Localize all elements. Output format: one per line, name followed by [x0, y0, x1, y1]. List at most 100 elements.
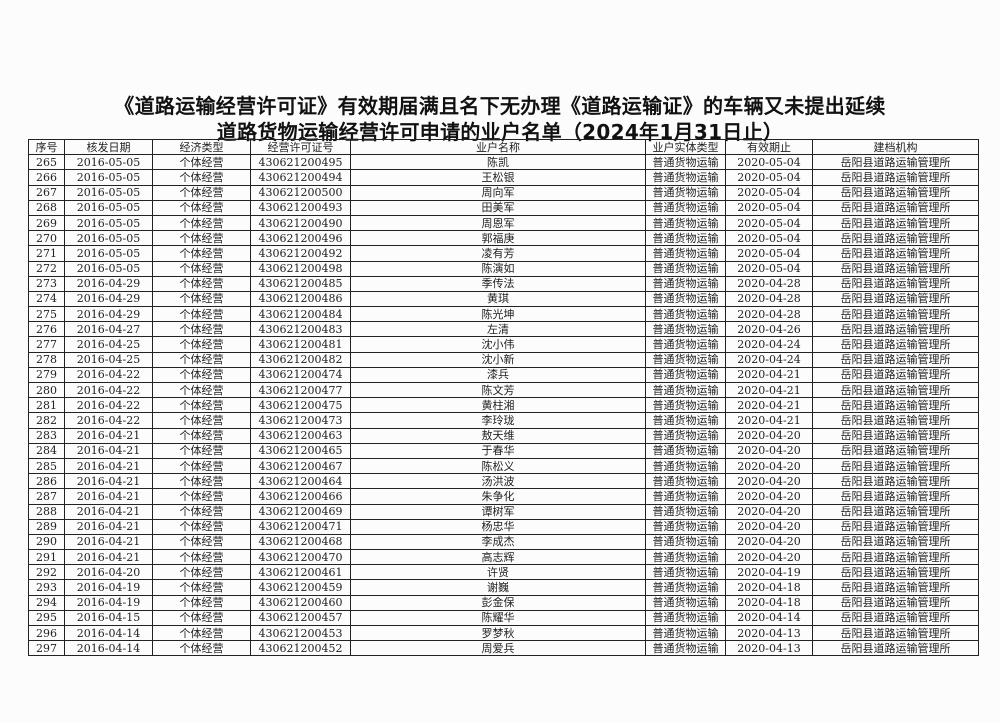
operator-name-cell: 黄琪	[350, 290, 646, 308]
table-row: 282 2016-04-22 个体经营 430621200473 李玲珑 普通货物运输 20…	[28, 412, 979, 429]
license-no-cell: 430621200490	[250, 214, 351, 232]
seq-cell: 279	[28, 366, 65, 384]
entity-type-cell: 普通货物运输	[645, 290, 726, 308]
economy-type-cell: 个体经营	[152, 488, 251, 505]
table-row: 291 2016-04-21 个体经营 430621200470 高志辉 普通货物运输 20…	[28, 549, 979, 566]
expiry-date-cell: 2020-04-21	[725, 366, 813, 384]
operator-name-cell: 敖天维	[350, 427, 646, 444]
expiry-date-cell: 2020-05-04	[725, 199, 813, 216]
seq-cell: 286	[28, 473, 65, 490]
economy-type-cell: 个体经营	[152, 594, 251, 611]
expiry-date-cell: 2020-04-19	[725, 564, 813, 581]
seq-cell: 281	[28, 397, 65, 414]
seq-cell: 276	[28, 321, 65, 338]
entity-type-cell: 普通货物运输	[645, 594, 726, 611]
expiry-date-cell: 2020-04-18	[725, 594, 813, 611]
operator-name-cell: 凌有芳	[350, 245, 646, 262]
expiry-date-cell: 2020-04-21	[725, 381, 813, 399]
expiry-date-cell: 2020-04-13	[725, 640, 813, 657]
economy-type-cell: 个体经营	[152, 154, 251, 171]
filing-agency-cell: 岳阳县道路运输管理所	[812, 518, 979, 535]
issue-date-cell: 2016-04-21	[64, 457, 153, 475]
expiry-date-cell: 2020-04-20	[725, 533, 813, 551]
table-row: 286 2016-04-21 个体经营 430621200464 汤洪波 普通货物运输 20…	[28, 473, 979, 490]
license-no-cell: 430621200469	[250, 503, 351, 520]
table-row: 266 2016-05-05 个体经营 430621200494 王松银 普通货物运输 20…	[28, 169, 979, 186]
entity-type-cell: 普通货物运输	[645, 640, 726, 657]
expiry-date-cell: 2020-05-04	[725, 214, 813, 232]
issue-date-cell: 2016-04-14	[64, 624, 153, 642]
license-no-cell: 430621200459	[250, 579, 351, 596]
filing-agency-cell: 岳阳县道路运输管理所	[812, 169, 979, 186]
filing-agency-cell: 岳阳县道路运输管理所	[812, 609, 979, 627]
economy-type-cell: 个体经营	[152, 245, 251, 262]
economy-type-cell: 个体经营	[152, 275, 251, 292]
filing-agency-cell: 岳阳县道路运输管理所	[812, 397, 979, 414]
seq-cell: 283	[28, 427, 65, 444]
economy-type-cell: 个体经营	[152, 290, 251, 308]
issue-date-cell: 2016-05-05	[64, 260, 153, 277]
license-no-cell: 430621200495	[250, 154, 351, 171]
issue-date-cell: 2016-05-05	[64, 154, 153, 171]
table-row: 268 2016-05-05 个体经营 430621200493 田美军 普通货物运输 20…	[28, 199, 979, 216]
issue-date-cell: 2016-04-29	[64, 290, 153, 308]
table-row: 283 2016-04-21 个体经营 430621200463 敖天维 普通货物运输 20…	[28, 427, 979, 444]
filing-agency-cell: 岳阳县道路运输管理所	[812, 214, 979, 232]
issue-date-cell: 2016-04-21	[64, 518, 153, 535]
table-row: 271 2016-05-05 个体经营 430621200492 凌有芳 普通货物运输 20…	[28, 245, 979, 262]
entity-type-cell: 普通货物运输	[645, 321, 726, 338]
seq-cell: 288	[28, 503, 65, 520]
table-row: 272 2016-05-05 个体经营 430621200498 陈演如 普通货物运输 20…	[28, 260, 979, 277]
seq-cell: 266	[28, 169, 65, 186]
filing-agency-cell: 岳阳县道路运输管理所	[812, 199, 979, 216]
operator-name-cell: 周向军	[350, 184, 646, 201]
table-row: 293 2016-04-19 个体经营 430621200459 谢巍 普通货物运输 202…	[28, 579, 979, 596]
table-row: 277 2016-04-25 个体经营 430621200481 沈小伟 普通货物运输 20…	[28, 336, 979, 353]
license-no-cell: 430621200464	[250, 473, 351, 490]
operator-name-cell: 陈松义	[350, 457, 646, 475]
table-row: 285 2016-04-21 个体经营 430621200467 陈松义 普通货物运输 20…	[28, 457, 979, 475]
operator-name-cell: 陈文芳	[350, 381, 646, 399]
table-row: 290 2016-04-21 个体经营 430621200468 李成杰 普通货物运输 20…	[28, 533, 979, 551]
operator-name-cell: 沈小伟	[350, 336, 646, 353]
filing-agency-cell: 岳阳县道路运输管理所	[812, 564, 979, 581]
filing-agency-cell: 岳阳县道路运输管理所	[812, 306, 979, 323]
issue-date-cell: 2016-04-29	[64, 275, 153, 292]
operator-name-cell: 于春华	[350, 442, 646, 459]
seq-cell: 272	[28, 260, 65, 277]
table-row: 297 2016-04-14 个体经营 430621200452 周爱兵 普通货物运输 20…	[28, 640, 979, 657]
entity-type-cell: 普通货物运输	[645, 503, 726, 520]
entity-type-cell: 普通货物运输	[645, 533, 726, 551]
issue-date-cell: 2016-04-29	[64, 306, 153, 323]
entity-type-cell: 普通货物运输	[645, 427, 726, 444]
column-header-expiry-date: 有效期止	[725, 138, 813, 156]
entity-type-cell: 普通货物运输	[645, 214, 726, 232]
economy-type-cell: 个体经营	[152, 533, 251, 551]
seq-cell: 273	[28, 275, 65, 292]
entity-type-cell: 普通货物运输	[645, 366, 726, 384]
issue-date-cell: 2016-05-05	[64, 230, 153, 247]
filing-agency-cell: 岳阳县道路运输管理所	[812, 336, 979, 353]
economy-type-cell: 个体经营	[152, 457, 251, 475]
table-row: 296 2016-04-14 个体经营 430621200453 罗梦秋 普通货物运输 20…	[28, 624, 979, 642]
entity-type-cell: 普通货物运输	[645, 306, 726, 323]
operator-name-cell: 左清	[350, 321, 646, 338]
entity-type-cell: 普通货物运输	[645, 457, 726, 475]
economy-type-cell: 个体经营	[152, 473, 251, 490]
seq-cell: 291	[28, 549, 65, 566]
economy-type-cell: 个体经营	[152, 609, 251, 627]
column-header-filing-agency: 建档机构	[812, 138, 979, 156]
entity-type-cell: 普通货物运输	[645, 199, 726, 216]
entity-type-cell: 普通货物运输	[645, 488, 726, 505]
issue-date-cell: 2016-04-21	[64, 533, 153, 551]
license-no-cell: 430621200484	[250, 306, 351, 323]
economy-type-cell: 个体经营	[152, 549, 251, 566]
issue-date-cell: 2016-04-21	[64, 488, 153, 505]
license-no-cell: 430621200498	[250, 260, 351, 277]
title-line-1: 《道路运输经营许可证》有效期届满且名下无办理《道路运输证》的车辆又未提出延续	[114, 94, 886, 118]
issue-date-cell: 2016-04-25	[64, 336, 153, 353]
operator-name-cell: 李成杰	[350, 533, 646, 551]
entity-type-cell: 普通货物运输	[645, 579, 726, 596]
license-no-cell: 430621200473	[250, 412, 351, 429]
seq-cell: 293	[28, 579, 65, 596]
